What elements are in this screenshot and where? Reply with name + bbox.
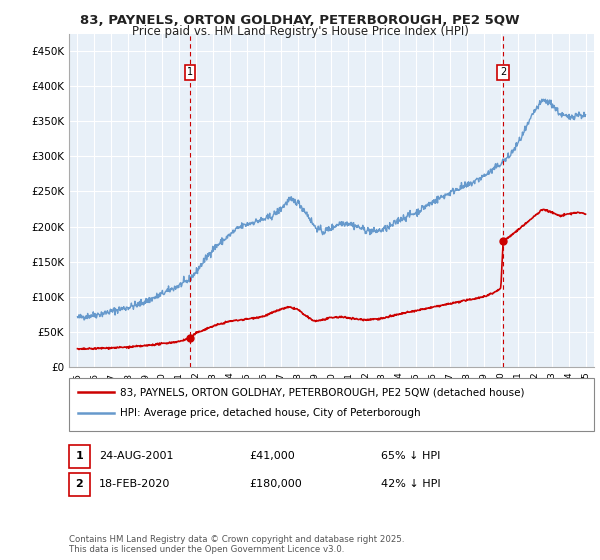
Text: £180,000: £180,000 <box>249 479 302 489</box>
Text: 18-FEB-2020: 18-FEB-2020 <box>99 479 170 489</box>
Text: 24-AUG-2001: 24-AUG-2001 <box>99 451 173 461</box>
Text: HPI: Average price, detached house, City of Peterborough: HPI: Average price, detached house, City… <box>120 408 421 418</box>
Text: 2: 2 <box>76 479 83 489</box>
Text: 42% ↓ HPI: 42% ↓ HPI <box>381 479 440 489</box>
Text: £41,000: £41,000 <box>249 451 295 461</box>
Text: Price paid vs. HM Land Registry's House Price Index (HPI): Price paid vs. HM Land Registry's House … <box>131 25 469 38</box>
Text: 83, PAYNELS, ORTON GOLDHAY, PETERBOROUGH, PE2 5QW (detached house): 83, PAYNELS, ORTON GOLDHAY, PETERBOROUGH… <box>120 388 524 398</box>
Text: 83, PAYNELS, ORTON GOLDHAY, PETERBOROUGH, PE2 5QW: 83, PAYNELS, ORTON GOLDHAY, PETERBOROUGH… <box>80 14 520 27</box>
Text: Contains HM Land Registry data © Crown copyright and database right 2025.
This d: Contains HM Land Registry data © Crown c… <box>69 535 404 554</box>
Text: 1: 1 <box>76 451 83 461</box>
Text: 2: 2 <box>500 67 506 77</box>
Text: 1: 1 <box>187 67 193 77</box>
Text: 65% ↓ HPI: 65% ↓ HPI <box>381 451 440 461</box>
